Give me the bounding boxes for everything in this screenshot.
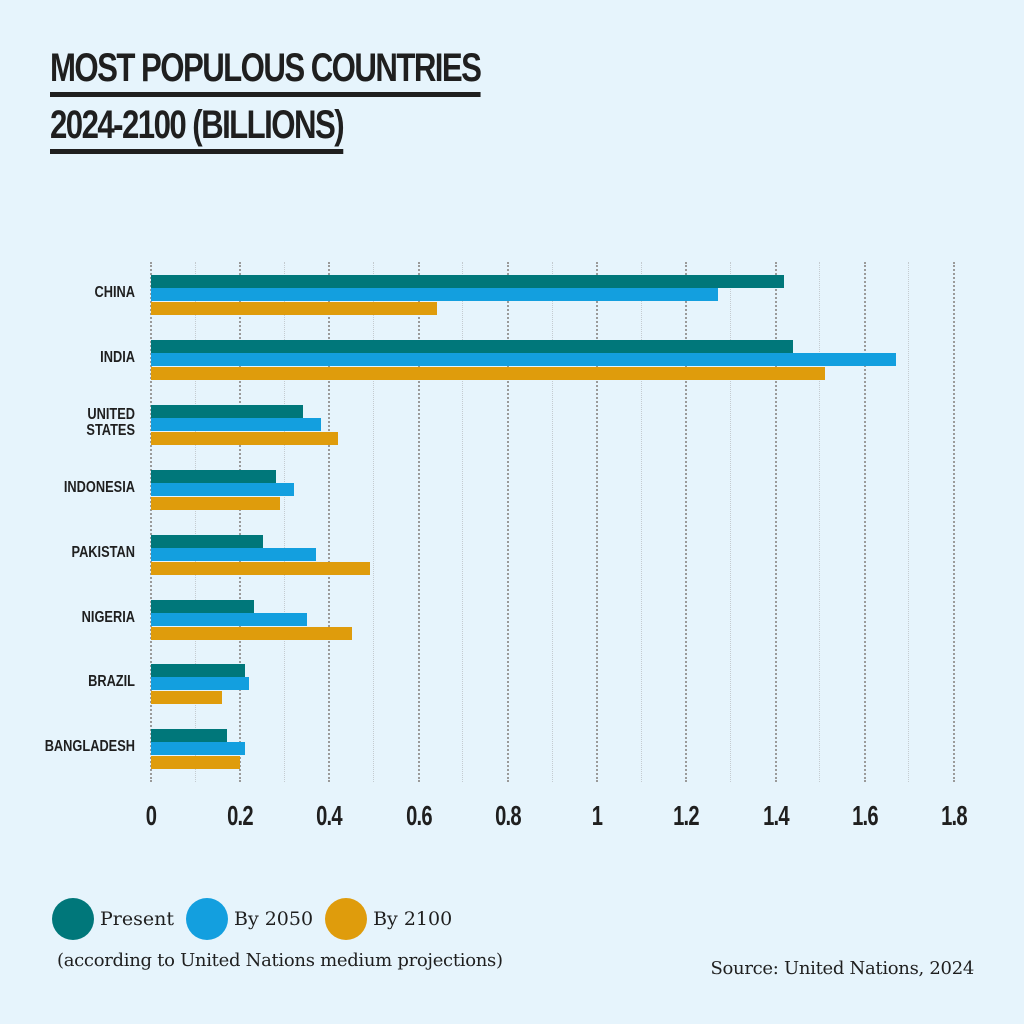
legend-item-present: Present — [52, 898, 174, 940]
category-label: BRAZIL — [88, 673, 135, 691]
bar — [151, 482, 294, 496]
bar — [151, 352, 896, 366]
gridline — [863, 262, 866, 782]
bar — [151, 417, 321, 431]
bar — [151, 677, 250, 691]
bar — [151, 626, 352, 640]
x-tick-label: 1 — [591, 800, 603, 831]
legend-item-2050: By 2050 — [185, 898, 314, 940]
gridline — [462, 262, 464, 782]
bar — [151, 404, 303, 418]
bar — [151, 496, 281, 510]
x-tick-label: 0 — [145, 800, 157, 831]
legend-swatch-present — [52, 898, 94, 940]
x-tick-label: 0.4 — [316, 800, 344, 831]
category-label: PAKISTAN — [71, 543, 135, 561]
bar — [151, 599, 254, 613]
bar — [151, 275, 785, 288]
legend-item-2100: By 2100 — [325, 898, 452, 940]
legend-label: By 2050 — [233, 908, 314, 930]
x-tick-label: 1.6 — [851, 800, 879, 831]
category-label: INDONESIA — [63, 478, 135, 496]
x-tick-label: 0.2 — [227, 800, 254, 831]
title-line-2: 2024-2100 (BILLIONS) — [50, 103, 345, 154]
bar — [151, 339, 794, 353]
bar — [151, 431, 339, 445]
x-tick-label: 0.6 — [405, 800, 433, 831]
gridline — [819, 262, 821, 782]
category-label: BANGLADESH — [44, 738, 135, 756]
projection-note: (according to United Nations medium proj… — [57, 950, 503, 971]
gridline — [283, 262, 285, 782]
gridline — [328, 262, 331, 782]
gridline — [685, 262, 688, 782]
category-label: CHINA — [94, 284, 135, 301]
x-tick-label: 1.8 — [941, 800, 968, 831]
x-tick-label: 1.4 — [762, 800, 790, 831]
gridline — [239, 262, 242, 782]
gridline — [640, 262, 642, 782]
legend-swatch-2100 — [325, 898, 368, 940]
bar — [151, 288, 718, 301]
x-tick-label: 1.2 — [673, 800, 700, 831]
bar — [151, 729, 227, 743]
gridline — [417, 262, 420, 782]
title-line-1: MOST POPULOUS COUNTRIES — [50, 46, 482, 97]
gridline — [373, 262, 375, 782]
gridline — [150, 262, 152, 782]
plot-area — [150, 262, 955, 782]
legend: Present By 2050 By 2100 — [52, 898, 464, 940]
gridline — [551, 262, 553, 782]
bar — [151, 469, 276, 483]
category-label: UNITED STATES — [86, 405, 135, 439]
gridline — [729, 262, 731, 782]
gridline — [506, 262, 509, 782]
bar — [151, 547, 317, 561]
legend-label: By 2100 — [373, 908, 453, 930]
bar — [151, 534, 263, 548]
bar — [151, 366, 825, 380]
category-label: INDIA — [100, 348, 135, 366]
bar — [151, 664, 245, 678]
gridline — [908, 262, 910, 782]
chart-title: MOST POPULOUS COUNTRIES 2024-2100 (BILLI… — [50, 46, 602, 160]
legend-swatch-2050 — [185, 898, 228, 940]
bar — [151, 302, 437, 315]
gridline — [774, 262, 777, 782]
bar — [151, 691, 223, 705]
legend-label: Present — [100, 908, 174, 930]
source-note: Source: United Nations, 2024 — [710, 958, 974, 979]
gridline — [596, 262, 599, 782]
bar — [151, 561, 370, 575]
x-tick-label: 0.8 — [494, 800, 522, 831]
bar — [151, 612, 308, 626]
bar — [151, 756, 241, 770]
gridline — [953, 262, 955, 782]
bar — [151, 742, 245, 756]
category-label: NIGERIA — [81, 608, 135, 626]
gridline — [194, 262, 196, 782]
